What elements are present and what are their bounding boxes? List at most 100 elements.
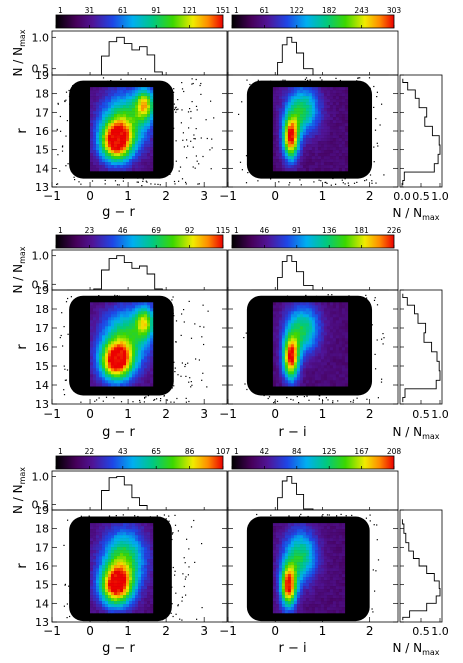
density-cell	[290, 162, 295, 166]
density-cell	[141, 344, 145, 348]
density-point	[377, 397, 379, 399]
density-cell	[299, 341, 304, 345]
density-cell	[126, 147, 130, 151]
density-cell	[102, 123, 106, 127]
density-cell	[284, 347, 289, 351]
density-cell	[329, 305, 334, 309]
density-cell	[344, 165, 349, 169]
density-cell	[311, 326, 316, 330]
density-point	[308, 399, 310, 401]
density-cell	[335, 132, 340, 136]
density-cell	[275, 311, 280, 315]
density-cell	[332, 311, 337, 315]
density-point	[184, 578, 186, 580]
density-cell	[129, 162, 133, 166]
density-cell	[314, 108, 319, 112]
density-cell	[120, 138, 124, 142]
density-cell	[150, 99, 154, 103]
density-cell	[141, 99, 145, 103]
density-cell	[281, 150, 286, 154]
density-cell	[299, 99, 304, 103]
density-point	[188, 548, 190, 550]
density-cell	[341, 302, 346, 306]
density-cell	[314, 144, 319, 148]
density-cell	[344, 99, 349, 103]
density-cell	[93, 111, 97, 115]
density-cell	[296, 141, 301, 145]
density-cell	[129, 144, 133, 148]
density-cell	[96, 338, 100, 342]
density-cell	[275, 368, 280, 372]
density-point	[373, 146, 375, 148]
density-cell	[135, 168, 139, 172]
density-cell	[326, 323, 331, 327]
density-cell	[317, 326, 322, 330]
density-cell	[138, 138, 142, 142]
density-cell	[317, 156, 322, 160]
x-axis-label: g − r	[102, 425, 135, 440]
density-cell	[96, 105, 100, 109]
density-cell	[141, 332, 145, 336]
density-cell	[129, 314, 133, 318]
density-cell	[284, 93, 289, 97]
density-cell	[117, 341, 121, 345]
density-cell	[308, 383, 313, 387]
density-cell	[305, 380, 310, 384]
density-cell	[326, 311, 331, 315]
density-cell	[129, 96, 133, 100]
density-cell	[329, 332, 334, 336]
hist-y-axis-label-sub: max	[18, 29, 27, 47]
density-cell	[296, 105, 301, 109]
density-cell	[90, 144, 94, 148]
density-cell	[323, 102, 328, 106]
density-cell	[96, 329, 100, 333]
density-cell	[123, 147, 127, 151]
density-cell	[329, 138, 334, 142]
density-cell	[308, 374, 313, 378]
density-cell	[99, 108, 103, 112]
density-cell	[111, 332, 115, 336]
density-point	[335, 183, 337, 185]
density-cell	[338, 347, 343, 351]
density-cell	[281, 305, 286, 309]
density-cell	[114, 356, 118, 360]
density-cell	[299, 165, 304, 169]
density-cell	[323, 311, 328, 315]
side-x-axis-label-sub: max	[422, 432, 440, 441]
density-cell	[132, 150, 136, 154]
density-cell	[278, 117, 283, 121]
density-cell	[305, 359, 310, 363]
density-cell	[305, 111, 310, 115]
density-cell	[141, 111, 145, 115]
density-cell	[284, 123, 289, 127]
density-cell	[320, 150, 325, 154]
density-cell	[278, 105, 283, 109]
density-cell	[317, 153, 322, 157]
density-cell	[296, 317, 301, 321]
density-cell	[278, 326, 283, 330]
density-cell	[317, 350, 322, 354]
density-cell	[290, 90, 295, 94]
density-cell	[296, 168, 301, 172]
density-cell	[96, 162, 100, 166]
density-cell	[272, 111, 277, 115]
density-point	[187, 145, 189, 147]
density-cell	[114, 99, 118, 103]
density-point	[181, 313, 183, 315]
density-cell	[138, 377, 142, 381]
density-cell	[138, 341, 142, 345]
density-cell	[129, 356, 133, 360]
density-cell	[311, 117, 316, 121]
density-cell	[138, 129, 142, 133]
density-point	[191, 101, 193, 103]
density-cell	[90, 129, 94, 133]
density-cell	[320, 305, 325, 309]
density-cell	[111, 341, 115, 345]
density-cell	[287, 168, 292, 172]
density-cell	[326, 383, 331, 387]
density-cell	[329, 308, 334, 312]
density-point	[263, 394, 265, 397]
density-cell	[150, 302, 154, 306]
density-cell	[135, 359, 139, 363]
density-cell	[99, 132, 103, 136]
